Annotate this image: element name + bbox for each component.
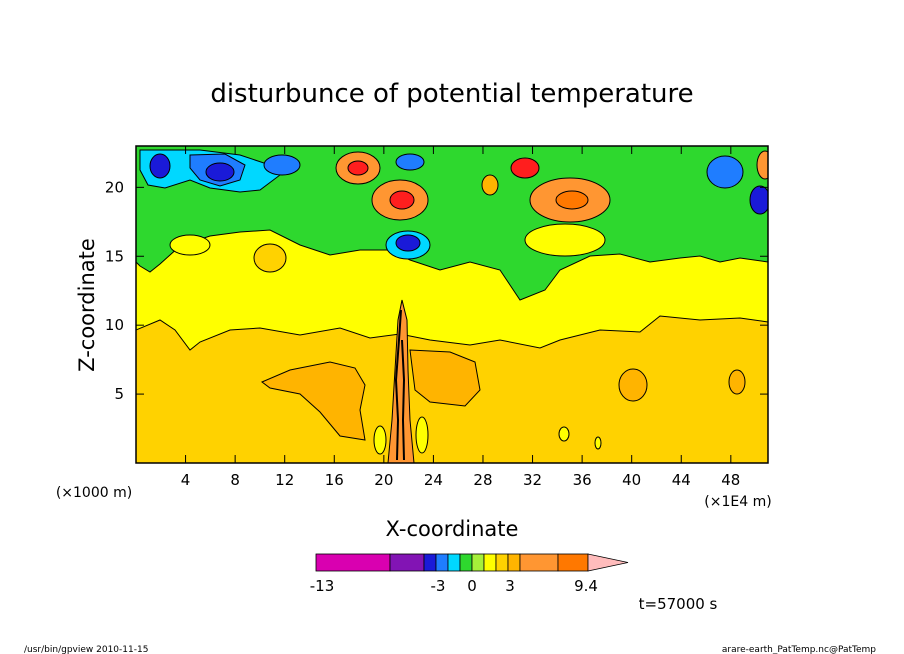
x-axis-label: X-coordinate [386,517,519,541]
x-tick-label: 28 [473,471,492,489]
warm-lobe [728,369,746,395]
colorbar-segment [435,553,449,572]
colorbar [315,553,629,572]
warm-patch [524,223,606,257]
colorbar-label: 0 [467,577,477,595]
x-axis-ticks: 4 8 12 16 20 24 28 32 36 40 44 48 [181,146,740,489]
x-tick-label: 20 [374,471,393,489]
plume-side [415,416,429,454]
warm-core [347,160,369,176]
cool-core [263,154,301,176]
x-axis-unit: (×1E4 m) [704,494,771,510]
cool-core [395,153,425,171]
time-label: t=57000 s [639,595,718,613]
warm-core [555,190,589,210]
y-axis-unit: (×1000 m) [56,485,132,501]
warm-patch [169,234,211,256]
small-patch [558,426,570,442]
y-tick-label: 20 [105,178,124,196]
x-tick-label: 16 [325,471,344,489]
colorbar-segment [557,553,589,572]
x-tick-label: 24 [424,471,443,489]
colorbar-label: -13 [310,577,335,595]
x-tick-label: 44 [672,471,691,489]
x-tick-label: 12 [275,471,294,489]
cool-core [149,153,171,179]
x-tick-label: 48 [721,471,740,489]
x-tick-label: 32 [523,471,542,489]
colorbar-segment [519,553,559,572]
colorbar-label: 3 [505,577,515,595]
x-tick-label: 40 [622,471,641,489]
plume [387,299,415,463]
plume-side [373,425,387,455]
colorbar-arrow [587,553,629,572]
colorbar-segment [483,553,497,572]
colorbar-segment [315,553,391,572]
footer-left: /usr/bin/gpview 2010-11-15 [24,645,148,654]
warm-patch [253,243,287,273]
y-tick-label: 10 [105,316,124,334]
cool-core [706,155,744,189]
footer-right: arare-earth_PatTemp.nc@PatTemp [722,645,876,654]
colorbar-segment [423,553,437,572]
y-axis-label: Z-coordinate [75,238,99,372]
y-tick-label: 15 [105,247,124,265]
x-tick-label: 36 [573,471,592,489]
y-tick-label: 5 [114,385,124,403]
colorbar-segment [507,553,521,572]
colorbar-segment [447,553,461,572]
small-patch [594,436,602,450]
colorbar-segment [389,553,425,572]
plot-frame [135,145,769,464]
cool-core [205,162,235,182]
x-tick-label: 8 [230,471,240,489]
warm-lobe [261,361,366,441]
warm-core [510,157,540,179]
colorbar-label: 9.4 [574,577,598,595]
cool-core [749,185,768,215]
cool-core [395,234,421,252]
warm-core [481,174,499,196]
y-axis-ticks: 5 10 15 20 [105,178,768,403]
warm-lobe [409,349,481,407]
warm-core [756,150,768,180]
chart-title: disturbunce of potential temperature [210,79,693,109]
colorbar-segment [471,553,485,572]
warm-lobe [618,368,648,402]
colorbar-label: -3 [431,577,446,595]
colorbar-segment [495,553,509,572]
x-tick-label: 4 [181,471,191,489]
colorbar-segment [459,553,473,572]
plot-area [136,146,768,463]
colorbar-labels: -13 -3 0 3 9.4 [310,577,598,595]
plume-core [394,309,406,461]
warm-core [389,190,415,210]
